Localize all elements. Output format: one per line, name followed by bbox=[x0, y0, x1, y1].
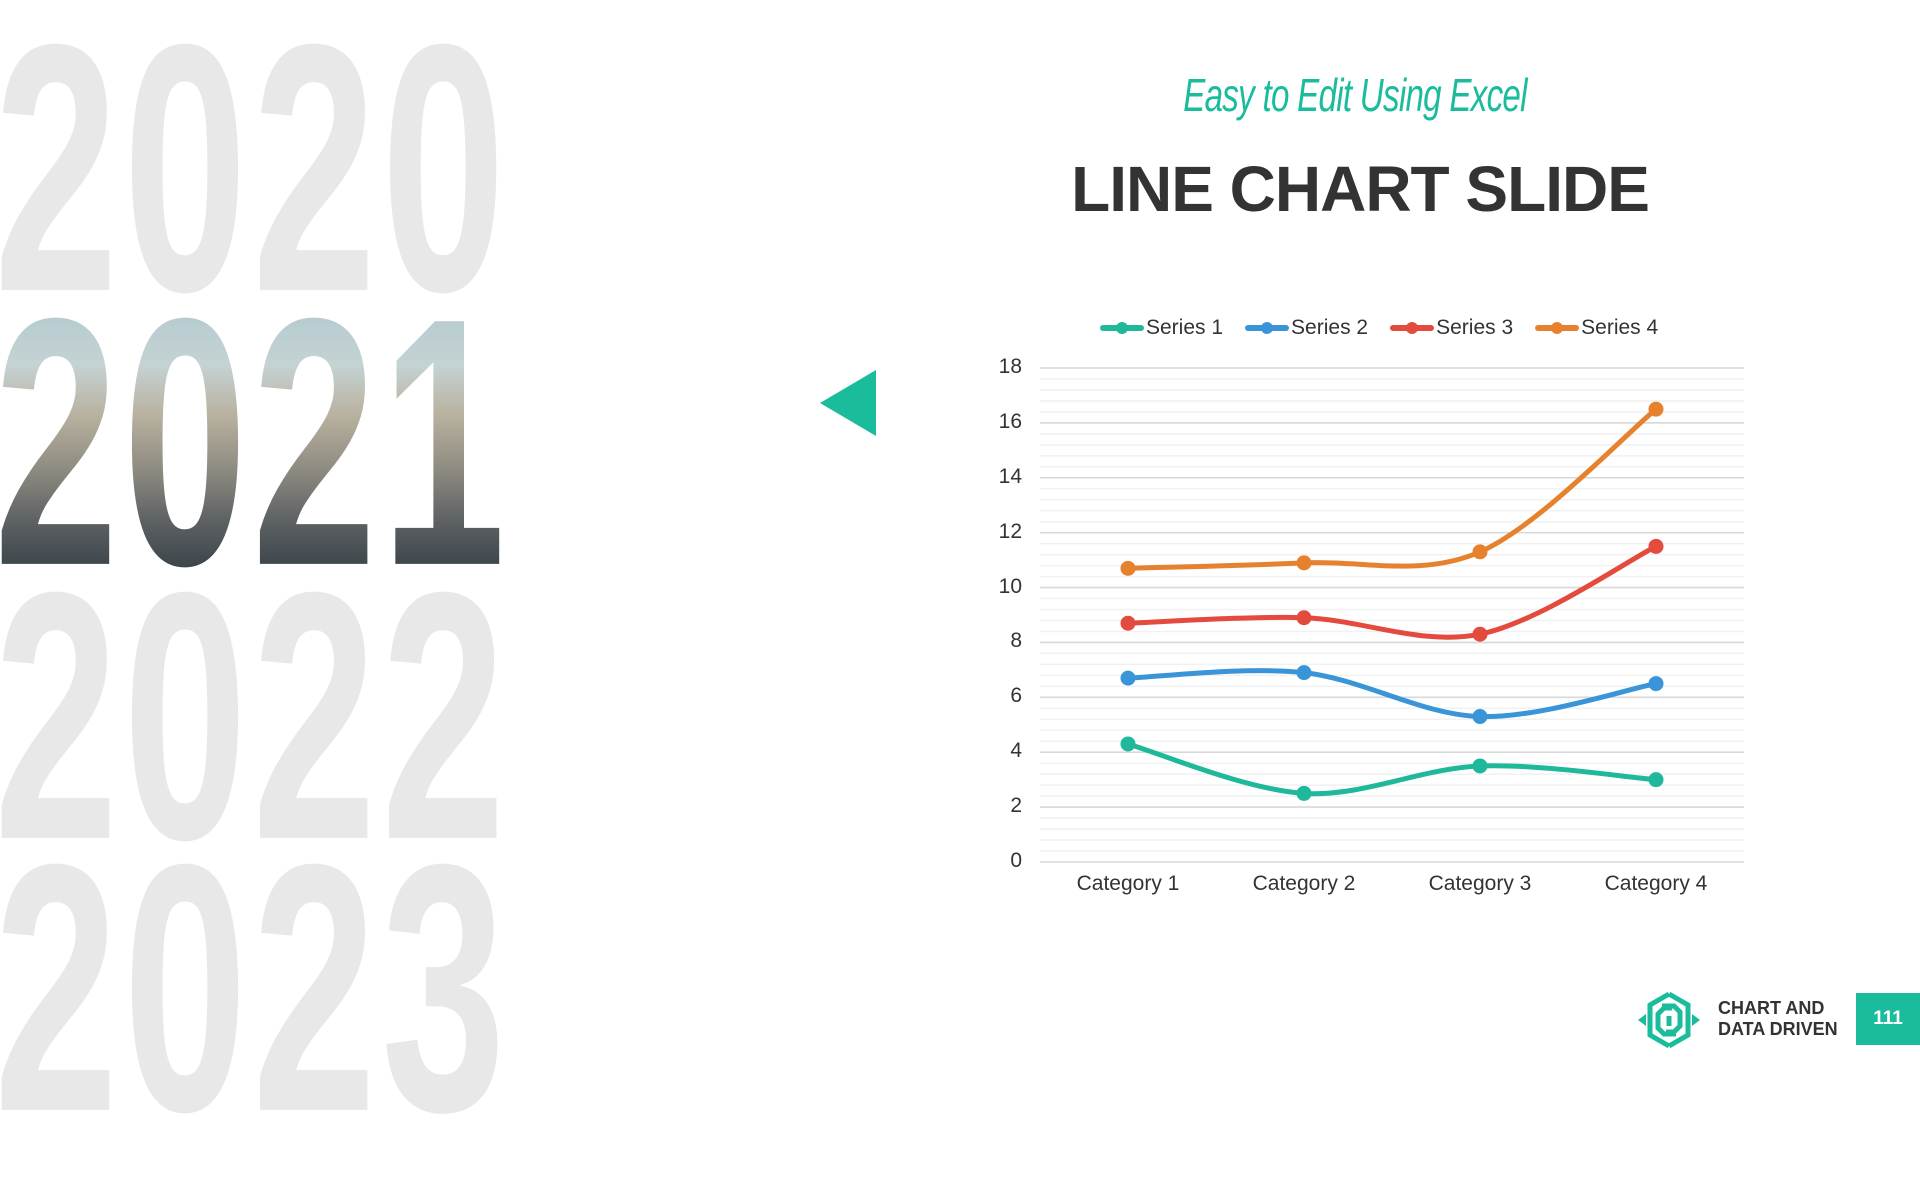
series-line bbox=[1125, 668, 1659, 720]
page-number: 111 bbox=[1856, 993, 1920, 1045]
legend-label: Series 1 bbox=[1146, 316, 1224, 339]
x-tick-label: Category 1 bbox=[1076, 872, 1180, 895]
x-tick-label: Category 3 bbox=[1428, 872, 1532, 895]
year-2021-photo: 2021 bbox=[0, 266, 814, 619]
y-tick-label: 18 bbox=[998, 355, 1022, 378]
year-2020-text: 2020 bbox=[0, 0, 511, 366]
series-line bbox=[1125, 406, 1659, 571]
legend-series-4: Series 4 bbox=[1535, 316, 1658, 340]
y-tick-label: 4 bbox=[1010, 739, 1022, 763]
series-1-swatch-icon bbox=[1100, 322, 1144, 334]
legend-label: Series 2 bbox=[1291, 316, 1369, 339]
y-tick-label: 0 bbox=[1010, 849, 1022, 872]
series-2-swatch-icon bbox=[1245, 322, 1290, 334]
data-point-marker bbox=[1296, 665, 1312, 681]
pointer-triangle-icon bbox=[820, 370, 876, 436]
year-2021-text: 2021 bbox=[0, 266, 510, 619]
series-line bbox=[1125, 543, 1659, 640]
brand-line-2: DATA DRIVEN bbox=[1718, 1019, 1838, 1039]
y-tick-label: 10 bbox=[998, 574, 1022, 598]
year-2023-text: 2023 bbox=[0, 791, 511, 1185]
series-3-swatch-icon bbox=[1390, 322, 1435, 334]
brand-line-1: CHART AND bbox=[1718, 998, 1825, 1018]
y-tick-label: 12 bbox=[998, 519, 1022, 543]
x-tick-label: Category 4 bbox=[1604, 872, 1708, 895]
data-point-marker bbox=[1472, 626, 1488, 642]
legend-label: Series 3 bbox=[1436, 316, 1514, 339]
y-tick-label: 6 bbox=[1010, 684, 1022, 708]
line-chart: Series 1 Series 2 Series 3 Series 4 0 2 4 6… bbox=[990, 310, 1750, 910]
y-tick-label: 14 bbox=[998, 464, 1022, 488]
legend-series-2: Series 2 bbox=[1245, 316, 1368, 340]
chart-legend: Series 1 Series 2 Series 3 Series 4 bbox=[1100, 316, 1658, 340]
data-point-marker bbox=[1648, 401, 1664, 417]
data-point-marker bbox=[1296, 785, 1312, 801]
legend-series-3: Series 3 bbox=[1390, 316, 1513, 340]
y-tick-label: 16 bbox=[998, 409, 1022, 433]
data-point-marker bbox=[1120, 670, 1136, 686]
legend-series-1: Series 1 bbox=[1100, 316, 1223, 340]
slide-title: LINE CHART SLIDE bbox=[1071, 153, 1650, 225]
y-tick-label: 8 bbox=[1010, 629, 1022, 653]
year-stack: 2020 2021 2022 2023 bbox=[0, 0, 800, 1165]
data-point-marker bbox=[1472, 709, 1488, 725]
year-2023: 2023 bbox=[0, 812, 814, 1165]
year-2022-text: 2022 bbox=[0, 519, 511, 914]
data-point-marker bbox=[1472, 544, 1488, 560]
data-point-marker bbox=[1296, 555, 1312, 571]
brand-name: CHART AND DATA DRIVEN bbox=[1718, 998, 1838, 1040]
data-point-marker bbox=[1472, 758, 1488, 774]
legend-label: Series 4 bbox=[1581, 316, 1659, 339]
data-point-marker bbox=[1648, 772, 1664, 788]
brand-logo-icon bbox=[1638, 991, 1700, 1049]
series-4-swatch-icon bbox=[1535, 322, 1580, 334]
x-tick-label: Category 2 bbox=[1252, 872, 1356, 895]
year-2020: 2020 bbox=[0, 0, 814, 345]
slide-subtitle: Easy to Edit Using Excel bbox=[1183, 69, 1527, 121]
data-point-marker bbox=[1648, 676, 1664, 692]
data-point-marker bbox=[1120, 736, 1136, 752]
data-point-marker bbox=[1648, 538, 1664, 554]
year-2022: 2022 bbox=[0, 540, 814, 893]
series-line bbox=[1125, 741, 1659, 797]
data-point-marker bbox=[1120, 615, 1136, 631]
chart-plot-area bbox=[1040, 367, 1744, 863]
data-point-marker bbox=[1120, 560, 1136, 576]
data-point-marker bbox=[1296, 610, 1312, 626]
y-tick-label: 2 bbox=[1010, 794, 1022, 818]
